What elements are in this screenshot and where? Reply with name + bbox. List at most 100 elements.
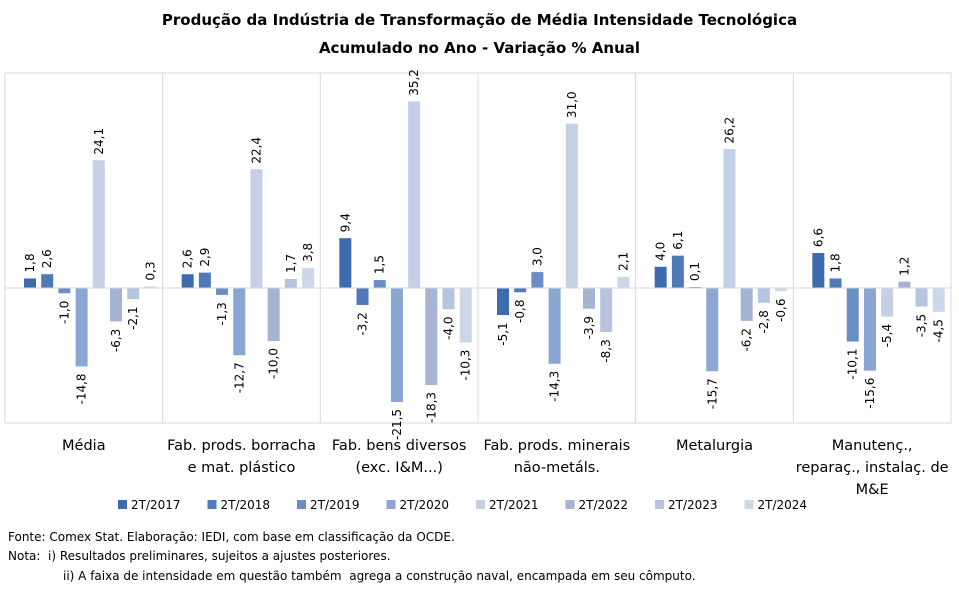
data-label: -5,1 (496, 322, 510, 345)
category-label: e mat. plástico (188, 460, 296, 476)
bar (583, 288, 595, 309)
data-label: -2,1 (126, 306, 140, 329)
legend-label: 2T/2019 (310, 498, 360, 512)
bar (75, 288, 88, 367)
data-label: 2,1 (616, 252, 630, 271)
category-label: Fab. prods. borracha (167, 438, 316, 454)
data-label: -15,7 (705, 378, 719, 409)
data-label: 1,8 (829, 253, 843, 272)
data-label: -18,3 (424, 392, 438, 423)
data-label: -12,7 (232, 362, 246, 393)
bar (58, 288, 71, 294)
category-label: Fab. bens diversos (332, 438, 466, 454)
bar (233, 288, 246, 356)
data-label: -5,4 (880, 324, 894, 347)
bar (390, 288, 403, 402)
bar (267, 288, 280, 341)
data-label: -0,6 (774, 298, 788, 321)
data-label: -21,5 (390, 409, 404, 440)
category-label: Média (62, 438, 106, 454)
bar (497, 288, 509, 316)
category-label: não-metáls. (514, 460, 600, 476)
legend-swatch (655, 500, 664, 509)
bar (863, 288, 876, 371)
chart-title-line-2: Acumulado no Ano - Variação % Anual (318, 39, 641, 57)
chart-title-line-1: Produção da Indústria de Transformação d… (161, 11, 798, 29)
footnote-source: Fonte: Comex Stat. Elaboração: IEDI, com… (8, 530, 455, 544)
bar (915, 288, 928, 307)
legend-swatch (207, 500, 217, 509)
bar (459, 288, 472, 343)
bar (373, 280, 386, 288)
category-label: Fab. prods. minerais (483, 438, 630, 454)
bar (881, 288, 894, 317)
category-label: Metalurgia (676, 438, 753, 454)
data-label: -0,8 (513, 300, 527, 323)
legend-label: 2T/2024 (758, 498, 808, 512)
data-label: 0,3 (143, 261, 157, 280)
bar (514, 288, 527, 293)
data-label: -4,0 (442, 316, 456, 339)
legend-swatch (565, 500, 575, 509)
bar (250, 169, 263, 288)
data-label: -6,2 (740, 328, 754, 351)
bar (812, 253, 825, 288)
legend-label: 2T/2021 (489, 498, 539, 512)
bar (548, 288, 561, 364)
bar (144, 286, 157, 288)
data-label: -8,3 (599, 339, 613, 362)
bar (829, 278, 842, 288)
bar (846, 288, 859, 342)
legend-swatch (476, 500, 485, 509)
data-label: -3,9 (582, 316, 596, 339)
legend-swatch (386, 500, 396, 509)
legend-swatch (118, 500, 127, 509)
data-label: -1,0 (57, 301, 71, 324)
bar (356, 288, 369, 305)
footnote-note-2: ii) A faixa de intensidade em questão ta… (63, 569, 696, 583)
legend-swatch (744, 500, 754, 509)
data-label: 2,6 (181, 249, 195, 268)
bar (706, 288, 719, 372)
footnote-note-1: Nota: i) Resultados preliminares, sujeit… (8, 549, 391, 563)
data-label: 2,9 (198, 248, 212, 267)
data-label: -10,0 (267, 348, 281, 379)
bar (531, 272, 544, 288)
bar (24, 278, 36, 288)
bar (284, 278, 297, 288)
bar (617, 276, 630, 288)
data-label: -14,8 (75, 373, 89, 404)
data-label: 1,7 (284, 254, 298, 273)
data-label: 2,6 (40, 249, 54, 268)
data-label: -15,6 (863, 378, 877, 409)
category-label: reparaç., instalaç. de (796, 460, 949, 476)
category-label: Manutenç., (832, 438, 913, 454)
data-label: 22,4 (249, 137, 263, 164)
bar (41, 274, 54, 288)
data-label: 9,4 (338, 213, 352, 232)
data-label: 1,5 (373, 255, 387, 274)
bar (198, 272, 211, 288)
bar (425, 288, 438, 385)
bar (757, 288, 770, 303)
bar (302, 267, 315, 288)
data-label: -3,2 (356, 312, 370, 335)
data-label: 1,2 (897, 257, 911, 276)
legend-label: 2T/2017 (131, 498, 181, 512)
legend-swatch (297, 500, 306, 509)
category-label: (exc. I&M...) (355, 460, 442, 476)
legend-label: 2T/2018 (221, 498, 271, 512)
bar (654, 266, 667, 288)
data-label: 35,2 (407, 69, 421, 96)
bar (408, 101, 421, 288)
bar (181, 274, 194, 288)
data-label: 26,2 (722, 117, 736, 144)
data-label: 31,0 (565, 91, 579, 118)
data-label: 6,1 (671, 231, 685, 250)
data-label: 3,0 (530, 247, 544, 266)
data-label: -14,3 (548, 371, 562, 402)
data-label: -1,3 (215, 302, 229, 325)
bar (775, 288, 788, 292)
data-label: -10,1 (846, 348, 860, 379)
